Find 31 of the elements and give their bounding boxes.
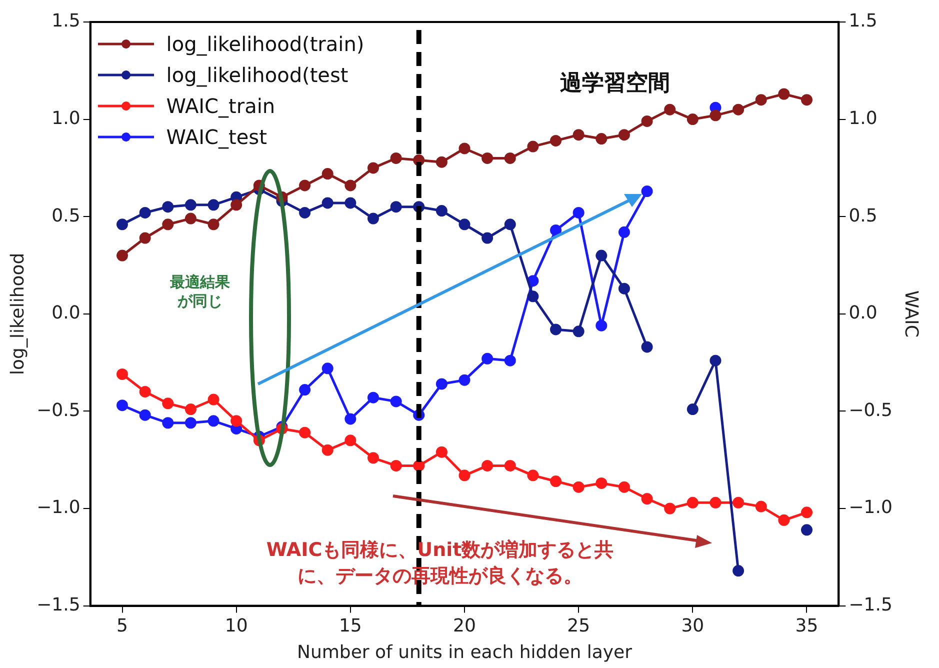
y-tick-label: −1.5 <box>36 594 80 616</box>
y-tick-label: −0.5 <box>36 400 80 421</box>
x-tick-label: 20 <box>453 615 476 636</box>
x-tick-label: 15 <box>338 615 362 636</box>
x-axis-title: Number of units in each hidden layer <box>297 642 633 663</box>
y-tick-label: 0.0 <box>52 302 80 324</box>
x-tick-label: 10 <box>224 615 248 636</box>
y2-tick-label: −0.5 <box>848 400 892 421</box>
y2-tick-label: 1.0 <box>848 108 878 129</box>
y-tick-label: 1.0 <box>52 108 80 129</box>
y2-axis-title: WAIC <box>900 290 922 338</box>
y-tick-label: 0.5 <box>52 205 80 226</box>
y2-tick-label: 0.0 <box>848 302 878 324</box>
legend-label: WAIC_train <box>166 94 276 118</box>
legend-label: WAIC_test <box>166 124 267 148</box>
y2-tick-label: 0.5 <box>848 205 878 226</box>
x-tick-label: 25 <box>567 615 590 636</box>
legend-label: log_likelihood(test <box>166 62 348 86</box>
annotation: 最適結果が同じ <box>169 273 231 311</box>
y-tick-label: 1.5 <box>52 10 80 32</box>
x-tick-label: 35 <box>795 615 818 636</box>
y-axis-title: log_likelihood <box>7 252 28 375</box>
x-tick-label: 5 <box>116 615 128 636</box>
y2-tick-label: −1.0 <box>848 497 892 518</box>
y-tick-label: −1.0 <box>36 497 80 518</box>
legend-label: log_likelihood(train) <box>166 32 364 56</box>
annotation: WAICも同様に、Unit数が増加すると共に、データの再現性が良くなる。 <box>265 538 615 589</box>
annotation: 過学習空間 <box>560 70 670 98</box>
y2-tick-label: 1.5 <box>848 10 878 32</box>
y2-tick-label: −1.5 <box>848 594 892 616</box>
x-tick-label: 30 <box>681 615 704 636</box>
